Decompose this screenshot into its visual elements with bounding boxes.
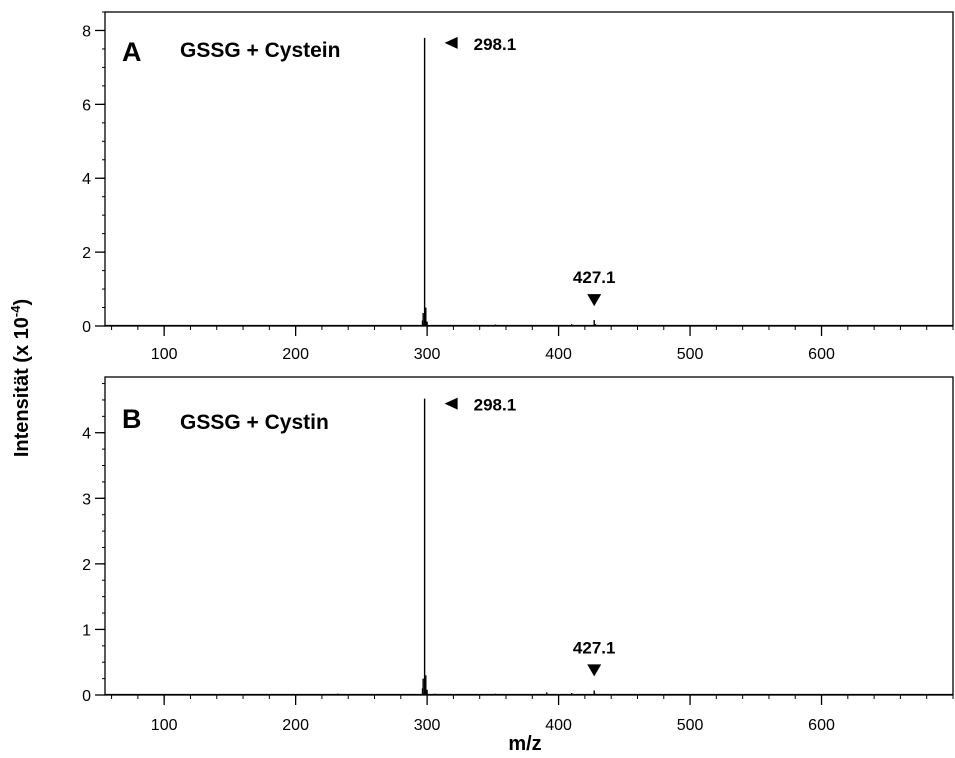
y-axis-title: Intensität (x 10-4) (8, 299, 33, 457)
panel-b-y-tick-label: 2 (82, 557, 91, 574)
panel-a-x-tick-label: 500 (677, 346, 704, 363)
panel-a-y-tick-label: 4 (82, 171, 91, 188)
panel-a-x-tick-label: 600 (808, 346, 835, 363)
panel-b-annotation-arrow (587, 664, 602, 677)
panel-a-y-tick-label: 6 (82, 97, 91, 114)
panel-a-frame (104, 11, 954, 327)
panel-b-x-tick-label: 500 (677, 717, 704, 734)
panel-a-annotation-arrow (444, 36, 458, 49)
y-axis-title-close: ) (11, 299, 33, 306)
panel-a-x-tick-label: 200 (282, 346, 309, 363)
panel-b-y-tick-label: 4 (82, 426, 91, 443)
x-axis-title: m/z (508, 733, 541, 755)
panel-b-annotation-label: 298.1 (474, 396, 517, 415)
panel-a-annotation-label: 298.1 (474, 35, 517, 54)
panel-b-x-tick-label: 100 (151, 717, 178, 734)
panel-b-y-tick-label: 1 (82, 622, 91, 639)
panel-b-x-tick-label: 600 (808, 717, 835, 734)
panel-b-annotation-label: 427.1 (573, 638, 616, 657)
y-axis-title-main: Intensität (x 10 (11, 317, 33, 457)
panel-a-letter: A (122, 37, 142, 67)
panel-a-x-tick-label: 300 (414, 346, 441, 363)
panel-b-y-tick-label: 0 (82, 688, 91, 705)
panel-b-title: GSSG + Cystin (180, 411, 329, 434)
panel-a-y-tick-label: 0 (82, 319, 91, 336)
panel-b-annotation-arrow (444, 397, 458, 410)
panel-b-y-tick-label: 3 (82, 491, 91, 508)
panel-a-annotation-arrow (587, 294, 602, 307)
panel-a-y-tick-label: 8 (82, 23, 91, 40)
panel-b-x-tick-label: 400 (545, 717, 572, 734)
panel-a-x-tick-label: 400 (545, 346, 572, 363)
panel-b-letter: B (122, 404, 142, 434)
panel-b-x-tick-label: 200 (282, 717, 309, 734)
y-axis-title-superscript: -4 (8, 305, 23, 317)
panel-a-y-tick-label: 2 (82, 245, 91, 262)
panel-b-frame (104, 376, 954, 696)
panel-a-x-tick-label: 100 (151, 346, 178, 363)
panel-a-title: GSSG + Cystein (180, 39, 340, 62)
panel-b-x-tick-label: 300 (414, 717, 441, 734)
panel-a-annotation-label: 427.1 (573, 268, 616, 287)
